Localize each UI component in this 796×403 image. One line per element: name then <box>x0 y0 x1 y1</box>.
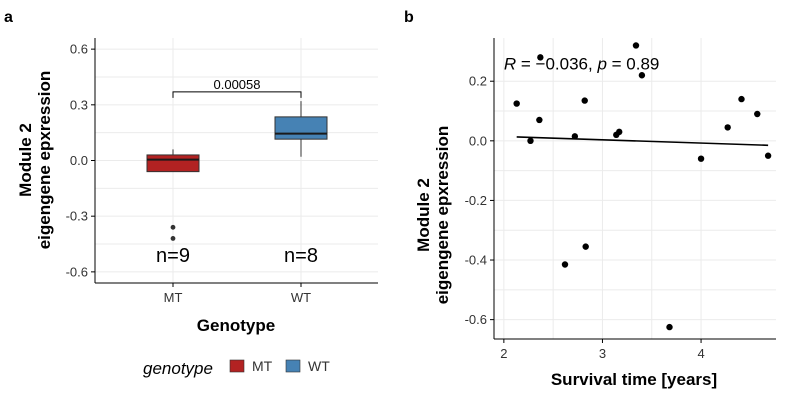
panel-b-x-tick-label: 3 <box>599 346 606 361</box>
panel-b-x-ticks: 2 3 4 <box>500 339 705 361</box>
panel-b-scatter: b -0.6 -0.4 -0.2 0.0 0.2 2 3 4 R = −0.036, p =… <box>404 9 776 389</box>
panel-a-x-tick-label: WT <box>291 290 311 305</box>
panel-b-y-tick-label: -0.2 <box>465 193 487 208</box>
data-point <box>513 100 520 107</box>
panel-b-y-ticks: -0.6 -0.4 -0.2 0.0 0.2 <box>465 74 494 327</box>
legend-label-mt: MT <box>252 358 273 374</box>
regression-line <box>516 136 769 147</box>
panel-a-y-axis-title-line1: Module 2 <box>16 123 35 197</box>
data-point <box>581 97 588 104</box>
data-point <box>571 133 579 140</box>
panel-b-x-tick-label: 2 <box>500 346 507 361</box>
outlier-point-mt <box>170 224 176 230</box>
panel-b-axes <box>493 38 776 340</box>
n-count-mt: n=9 <box>156 245 190 267</box>
box-wt <box>274 116 328 140</box>
panel-a-x-ticks: MT WT <box>164 283 311 305</box>
legend-swatch-mt <box>229 359 245 373</box>
correlation-annotation: R = −0.036, p = 0.89 <box>504 54 660 73</box>
panel-a-gridlines <box>95 38 378 283</box>
outlier-point-mt <box>170 236 176 241</box>
data-point <box>582 243 589 250</box>
panel-a-x-tick-label: MT <box>164 290 183 305</box>
panel-a-y-ticks: -0.6 -0.3 0.0 0.3 0.6 <box>66 42 95 279</box>
panel-a-y-tick-label: 0.6 <box>70 42 88 57</box>
panel-b-gridlines <box>494 38 776 339</box>
panel-a-y-axis-title: Module 2 eigengene epxression <box>16 71 54 250</box>
comparison-bracket: 0.00058 <box>172 77 302 98</box>
data-point <box>764 152 772 159</box>
p-symbol: p <box>596 54 606 73</box>
data-point <box>632 42 640 49</box>
data-point <box>527 137 534 145</box>
panel-a-boxes <box>146 101 328 241</box>
data-point <box>724 124 731 131</box>
p-value: = 0.89 <box>607 54 659 73</box>
panel-b-points <box>513 42 772 331</box>
data-point <box>666 323 673 331</box>
panel-a-x-axis-title: Genotype <box>197 316 275 335</box>
panel-b-x-tick-label: 4 <box>697 346 704 361</box>
box-mt <box>146 154 200 173</box>
panel-a-n-counts: n=9 n=8 <box>156 245 318 267</box>
panel-b-y-axis-title-line1: Module 2 <box>414 178 433 252</box>
legend: genotype MT WT <box>143 358 330 378</box>
data-point <box>697 155 705 162</box>
panel-a-boxplot: a 0.00058 n=9 n=8 -0.6-0.30.00.30.6 MT WT … <box>4 9 378 378</box>
data-point <box>537 54 544 61</box>
panel-a-label: a <box>4 9 13 26</box>
panel-b-y-tick-label: 0.2 <box>469 74 487 89</box>
panel-a-y-tick-label: 0.0 <box>70 153 88 168</box>
r-symbol: R <box>504 54 516 73</box>
panel-b-y-tick-label: 0.0 <box>469 133 487 148</box>
legend-swatch-wt <box>285 359 301 373</box>
data-point <box>536 116 543 124</box>
panel-a-y-axis-title-line2: eigengene epxression <box>35 71 54 250</box>
comparison-p-value: 0.00058 <box>214 77 261 92</box>
legend-label-wt: WT <box>308 358 330 374</box>
data-point <box>754 110 761 118</box>
comparison-bracket-line <box>172 91 302 98</box>
data-point <box>738 95 745 103</box>
data-point <box>561 261 569 268</box>
r-value: = −0.036, <box>516 54 597 73</box>
panel-a-y-tick-label: 0.3 <box>70 97 88 112</box>
panel-b-y-tick-label: -0.6 <box>465 312 487 327</box>
panel-b-y-tick-label: -0.4 <box>465 253 487 268</box>
legend-title: genotype <box>143 359 213 378</box>
panel-b-label: b <box>404 9 414 26</box>
panel-a-y-tick-label: -0.6 <box>66 264 88 279</box>
panel-b-y-axis-title: Module 2 eigengene epxression <box>414 126 452 305</box>
panel-a-y-tick-label: -0.3 <box>66 209 88 224</box>
data-point <box>638 72 646 79</box>
panel-b-y-axis-title-line2: eigengene epxression <box>433 126 452 305</box>
data-point <box>616 128 623 136</box>
panel-b-trend-line <box>516 136 769 147</box>
panel-b-x-axis-title: Survival time [years] <box>551 370 717 389</box>
n-count-wt: n=8 <box>284 245 318 267</box>
